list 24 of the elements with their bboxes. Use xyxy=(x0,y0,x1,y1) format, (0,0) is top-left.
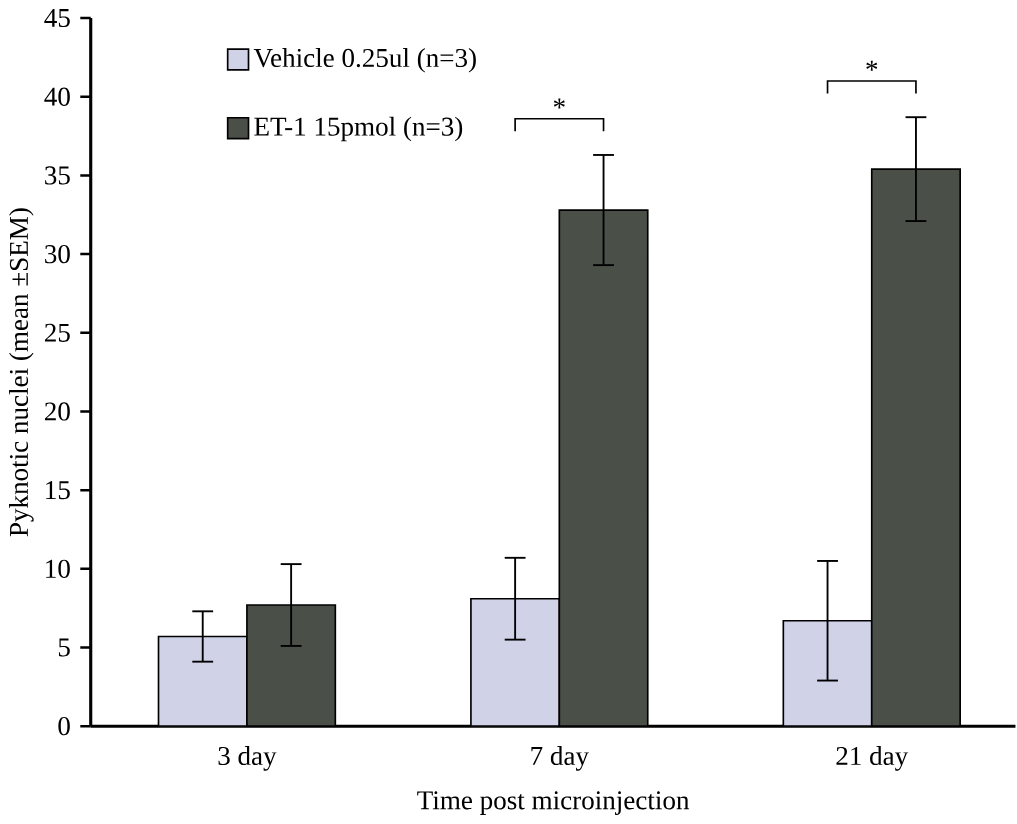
y-tick-label: 5 xyxy=(58,638,70,657)
y-tick-label: 0 xyxy=(58,717,70,736)
y-tick-label: 20 xyxy=(44,402,70,421)
x-axis-title: Time post microinjection xyxy=(417,791,690,815)
y-tick-label: 25 xyxy=(44,323,70,342)
bar xyxy=(157,635,248,727)
y-tick-label: 40 xyxy=(44,87,70,106)
bar xyxy=(246,604,337,727)
y-tick-label: 35 xyxy=(45,166,70,185)
y-axis-title: Pyknotic nuclei (mean ±SEM) xyxy=(9,208,34,537)
bar xyxy=(470,597,561,727)
x-tick-label: 7 day xyxy=(531,746,589,771)
y-tick-label: 15 xyxy=(46,481,70,500)
annotation: * xyxy=(866,60,878,71)
x-tick-label: 3 day xyxy=(218,746,277,771)
legend-label: ET-1 15pmol (n=3) xyxy=(254,116,463,142)
legend-label: Vehicle 0.25ul (n=3) xyxy=(253,48,476,73)
bar xyxy=(558,209,649,727)
y-tick-label: 30 xyxy=(45,245,70,264)
annotation: * xyxy=(553,98,565,109)
y-tick-label: 45 xyxy=(44,9,70,28)
bar xyxy=(870,168,961,727)
x-tick-label: 21 day xyxy=(836,746,909,771)
y-tick-label: 10 xyxy=(46,559,70,578)
